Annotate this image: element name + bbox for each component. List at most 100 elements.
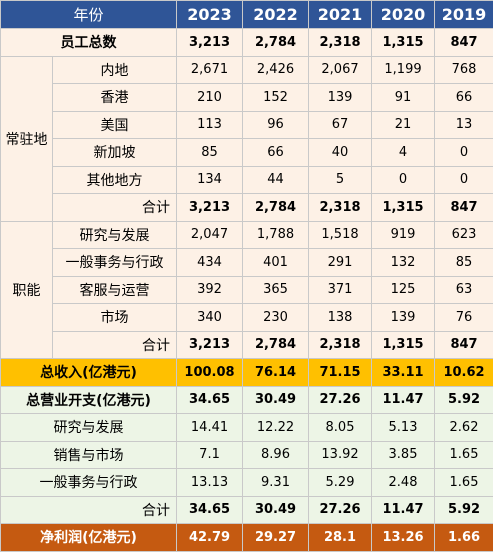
cell-value: 2,784 (243, 331, 309, 359)
table-row: 客服与运营 392 365 371 125 63 (1, 276, 493, 304)
table-row: 职能 研究与发展 2,047 1,788 1,518 919 623 (1, 221, 493, 249)
cell-value: 230 (243, 304, 309, 332)
cell-value: 96 (243, 111, 309, 139)
opex-row: 总营业开支(亿港元) 34.65 30.49 27.26 11.47 5.92 (1, 386, 493, 414)
cell-value: 30.49 (243, 496, 309, 524)
cell-value: 76 (435, 304, 493, 332)
cell-value: 13.26 (372, 524, 435, 552)
row-label: 一般事务与行政 (1, 469, 177, 497)
row-label: 研究与发展 (1, 414, 177, 442)
cell-value: 210 (177, 84, 243, 112)
row-label: 市场 (53, 304, 177, 332)
header-year: 2022 (243, 1, 309, 29)
cell-value: 365 (243, 276, 309, 304)
cell-value: 27.26 (309, 496, 372, 524)
cell-value: 3,213 (177, 29, 243, 57)
cell-value: 44 (243, 166, 309, 194)
opex-total-row: 合计 34.65 30.49 27.26 11.47 5.92 (1, 496, 493, 524)
cell-value: 2.62 (435, 414, 493, 442)
table-row: 其他地方 134 44 5 0 0 (1, 166, 493, 194)
cell-value: 3,213 (177, 331, 243, 359)
cell-value: 2,784 (243, 29, 309, 57)
cell-value: 768 (435, 56, 493, 84)
total-employees-row: 员工总数 3,213 2,784 2,318 1,315 847 (1, 29, 493, 57)
cell-value: 371 (309, 276, 372, 304)
row-label: 总收入(亿港元) (1, 359, 177, 387)
table-row: 香港 210 152 139 91 66 (1, 84, 493, 112)
residence-total-row: 合计 3,213 2,784 2,318 1,315 847 (1, 194, 493, 222)
row-label: 新加坡 (53, 139, 177, 167)
cell-value: 21 (372, 111, 435, 139)
cell-value: 434 (177, 249, 243, 277)
cell-value: 1,788 (243, 221, 309, 249)
table-row: 销售与市场 7.1 8.96 13.92 3.85 1.65 (1, 441, 493, 469)
cell-value: 71.15 (309, 359, 372, 387)
table-row: 市场 340 230 138 139 76 (1, 304, 493, 332)
row-label: 研究与发展 (53, 221, 177, 249)
cell-value: 1,518 (309, 221, 372, 249)
cell-value: 12.22 (243, 414, 309, 442)
row-label: 销售与市场 (1, 441, 177, 469)
cell-value: 2,318 (309, 29, 372, 57)
revenue-row: 总收入(亿港元) 100.08 76.14 71.15 33.11 10.62 (1, 359, 493, 387)
cell-value: 1,315 (372, 331, 435, 359)
cell-value: 34.65 (177, 496, 243, 524)
cell-value: 2,426 (243, 56, 309, 84)
cell-value: 100.08 (177, 359, 243, 387)
row-label: 员工总数 (1, 29, 177, 57)
table-row: 美国 113 96 67 21 13 (1, 111, 493, 139)
cell-value: 85 (177, 139, 243, 167)
cell-value: 3,213 (177, 194, 243, 222)
cell-value: 0 (372, 166, 435, 194)
table-row: 研究与发展 14.41 12.22 8.05 5.13 2.62 (1, 414, 493, 442)
cell-value: 1.66 (435, 524, 493, 552)
cell-value: 1,199 (372, 56, 435, 84)
header-year: 2019 (435, 1, 493, 29)
cell-value: 27.26 (309, 386, 372, 414)
cell-value: 66 (243, 139, 309, 167)
cell-value: 28.1 (309, 524, 372, 552)
cell-value: 5.92 (435, 386, 493, 414)
cell-value: 42.79 (177, 524, 243, 552)
group-label-residence: 常驻地 (1, 56, 53, 221)
cell-value: 40 (309, 139, 372, 167)
cell-value: 1,315 (372, 29, 435, 57)
cell-value: 847 (435, 29, 493, 57)
row-label: 一般事务与行政 (53, 249, 177, 277)
cell-value: 2,318 (309, 331, 372, 359)
cell-value: 63 (435, 276, 493, 304)
cell-value: 125 (372, 276, 435, 304)
cell-value: 5.92 (435, 496, 493, 524)
cell-value: 138 (309, 304, 372, 332)
group-label-function: 职能 (1, 221, 53, 359)
cell-value: 30.49 (243, 386, 309, 414)
cell-value: 623 (435, 221, 493, 249)
cell-value: 2.48 (372, 469, 435, 497)
cell-value: 919 (372, 221, 435, 249)
cell-value: 5 (309, 166, 372, 194)
cell-value: 392 (177, 276, 243, 304)
header-year: 2021 (309, 1, 372, 29)
table-row: 常驻地 内地 2,671 2,426 2,067 1,199 768 (1, 56, 493, 84)
row-label: 客服与运营 (53, 276, 177, 304)
cell-value: 11.47 (372, 496, 435, 524)
row-label: 合计 (53, 194, 177, 222)
table-row: 新加坡 85 66 40 4 0 (1, 139, 493, 167)
header-year-label: 年份 (1, 1, 177, 29)
cell-value: 152 (243, 84, 309, 112)
cell-value: 1.65 (435, 441, 493, 469)
cell-value: 1.65 (435, 469, 493, 497)
cell-value: 847 (435, 331, 493, 359)
cell-value: 33.11 (372, 359, 435, 387)
cell-value: 8.96 (243, 441, 309, 469)
row-label: 合计 (1, 496, 177, 524)
row-label: 美国 (53, 111, 177, 139)
cell-value: 113 (177, 111, 243, 139)
cell-value: 401 (243, 249, 309, 277)
cell-value: 2,318 (309, 194, 372, 222)
header-row: 年份 2023 2022 2021 2020 2019 (1, 1, 493, 29)
cell-value: 2,067 (309, 56, 372, 84)
cell-value: 0 (435, 166, 493, 194)
cell-value: 132 (372, 249, 435, 277)
header-year: 2020 (372, 1, 435, 29)
